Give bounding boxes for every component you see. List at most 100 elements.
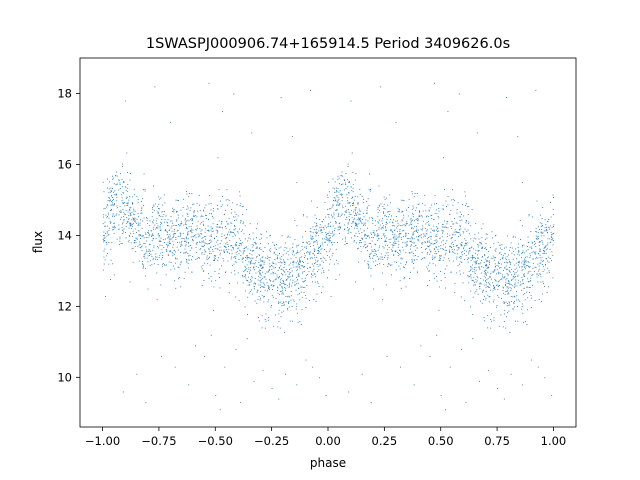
data-point bbox=[240, 230, 242, 232]
data-point bbox=[320, 228, 322, 230]
data-point bbox=[104, 240, 106, 242]
data-point bbox=[358, 218, 360, 219]
data-point bbox=[110, 190, 112, 191]
data-point bbox=[502, 276, 504, 278]
data-point bbox=[330, 296, 332, 297]
data-point bbox=[234, 261, 236, 263]
data-point bbox=[495, 265, 496, 267]
data-point bbox=[488, 301, 490, 303]
data-point bbox=[263, 283, 265, 285]
data-point bbox=[143, 173, 145, 175]
data-point bbox=[242, 223, 244, 225]
data-point bbox=[178, 200, 179, 201]
data-point bbox=[162, 257, 163, 258]
data-point bbox=[291, 275, 293, 277]
data-point bbox=[173, 233, 175, 235]
data-point bbox=[156, 299, 158, 301]
data-point bbox=[155, 228, 157, 230]
data-point bbox=[152, 257, 154, 259]
data-point bbox=[332, 225, 334, 227]
data-point bbox=[485, 270, 487, 271]
data-point bbox=[440, 280, 442, 282]
data-point bbox=[122, 209, 124, 210]
data-point bbox=[157, 212, 159, 214]
data-point bbox=[348, 181, 350, 182]
data-point bbox=[332, 231, 333, 233]
data-point bbox=[170, 269, 172, 271]
data-point bbox=[232, 232, 234, 234]
data-point bbox=[365, 237, 367, 239]
data-point bbox=[295, 308, 297, 310]
data-point bbox=[153, 219, 155, 221]
data-point bbox=[307, 258, 309, 260]
data-point bbox=[172, 244, 174, 246]
data-point bbox=[352, 191, 354, 193]
data-point bbox=[325, 234, 327, 236]
data-point bbox=[317, 232, 318, 234]
data-point bbox=[192, 229, 194, 231]
data-point bbox=[428, 270, 430, 272]
data-point bbox=[168, 241, 170, 243]
data-point bbox=[524, 264, 526, 265]
data-point bbox=[195, 215, 197, 216]
data-point bbox=[356, 228, 358, 229]
x-tick-label: −1.00 bbox=[85, 434, 120, 448]
data-point bbox=[288, 276, 290, 278]
data-point bbox=[246, 209, 248, 211]
data-point bbox=[184, 241, 186, 242]
data-point bbox=[368, 205, 370, 206]
data-point bbox=[166, 234, 168, 235]
data-point bbox=[325, 237, 327, 239]
data-point bbox=[207, 243, 209, 245]
data-point bbox=[396, 238, 397, 240]
data-point bbox=[459, 263, 460, 265]
data-point bbox=[460, 243, 462, 245]
data-point bbox=[476, 263, 477, 265]
data-point bbox=[514, 286, 515, 288]
data-point bbox=[503, 292, 504, 294]
data-point bbox=[264, 273, 266, 275]
data-point bbox=[312, 226, 314, 228]
data-point bbox=[242, 257, 244, 259]
data-point bbox=[182, 238, 184, 239]
data-point bbox=[164, 264, 166, 266]
data-point bbox=[361, 195, 363, 197]
data-point bbox=[480, 272, 482, 274]
data-point bbox=[193, 203, 195, 205]
data-point bbox=[542, 261, 544, 262]
data-point bbox=[307, 274, 308, 275]
data-point bbox=[355, 232, 357, 234]
data-point bbox=[354, 196, 356, 197]
data-point bbox=[368, 266, 370, 268]
data-point bbox=[367, 235, 368, 237]
data-point bbox=[451, 237, 453, 238]
data-point bbox=[384, 215, 386, 217]
data-point bbox=[110, 209, 112, 211]
data-point bbox=[268, 269, 270, 270]
data-point bbox=[431, 257, 433, 259]
data-point bbox=[512, 275, 514, 277]
data-point bbox=[196, 203, 198, 205]
data-point bbox=[540, 276, 542, 278]
data-point bbox=[261, 267, 262, 269]
data-point bbox=[487, 278, 489, 280]
data-point bbox=[121, 179, 123, 181]
data-point bbox=[530, 277, 532, 279]
data-point bbox=[303, 214, 305, 215]
data-point bbox=[143, 266, 145, 268]
data-point bbox=[119, 211, 121, 213]
data-point bbox=[240, 242, 242, 244]
data-point bbox=[166, 231, 168, 233]
data-point bbox=[417, 229, 419, 231]
data-point bbox=[507, 289, 509, 291]
data-point bbox=[218, 273, 220, 275]
data-point bbox=[290, 272, 292, 274]
data-point bbox=[132, 261, 134, 263]
data-point bbox=[386, 222, 388, 224]
data-point bbox=[541, 229, 543, 230]
data-point bbox=[112, 213, 114, 215]
data-point bbox=[186, 241, 188, 243]
data-point bbox=[260, 265, 262, 266]
data-point bbox=[475, 249, 477, 251]
data-point bbox=[296, 277, 297, 278]
